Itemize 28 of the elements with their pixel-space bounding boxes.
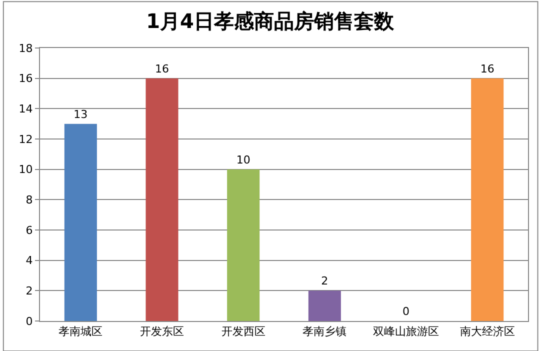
y-tick-label: 4	[26, 254, 33, 268]
bar	[227, 169, 260, 321]
data-label: 10	[236, 153, 250, 166]
bar	[471, 78, 504, 321]
y-tick-label: 10	[18, 163, 33, 176]
y-tick-label: 0	[26, 314, 33, 328]
data-label: 13	[74, 108, 88, 121]
y-tick-label: 12	[18, 132, 33, 146]
y-tick-label: 18	[18, 42, 33, 55]
y-tick-label: 8	[26, 194, 33, 207]
chart-title: 1月4日孝感商品房销售套数	[146, 9, 395, 34]
data-label: 2	[321, 274, 328, 288]
bar	[146, 78, 178, 321]
bar	[308, 290, 341, 321]
y-tick-label: 6	[26, 224, 33, 237]
data-label: 16	[155, 62, 169, 76]
bar	[64, 124, 97, 321]
x-tick-label: 南大经济区	[460, 325, 515, 338]
x-tick-label: 孝南城区	[58, 325, 103, 338]
y-tick-label: 14	[18, 102, 33, 116]
y-tick-label: 16	[18, 72, 33, 86]
data-label: 0	[402, 305, 410, 318]
x-tick-label: 开发西区	[221, 325, 266, 338]
x-tick-label: 开发东区	[140, 325, 184, 338]
y-tick-label: 2	[26, 284, 33, 298]
x-tick-label: 孝南乡镇	[302, 325, 347, 338]
data-label: 16	[480, 62, 494, 76]
x-tick-label: 双峰山旅游区	[373, 325, 439, 338]
